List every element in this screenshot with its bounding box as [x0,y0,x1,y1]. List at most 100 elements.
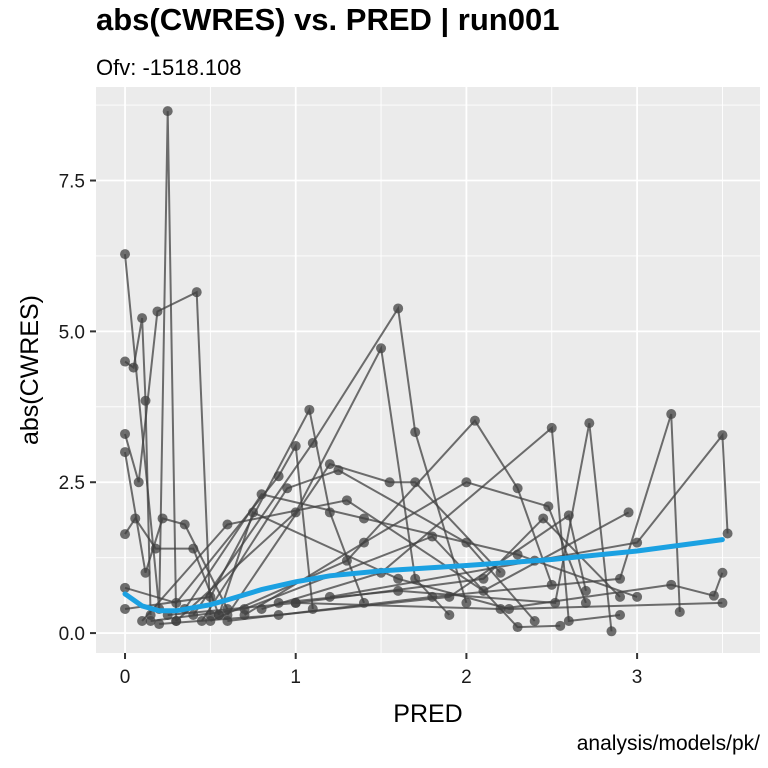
data-point [196,616,207,627]
data-point [120,447,131,458]
data-point [137,313,148,324]
data-point [717,430,728,441]
data-point [538,513,549,524]
data-point [563,616,574,627]
data-point [162,106,173,117]
data-point [273,597,284,608]
data-point [304,404,315,415]
data-point [410,573,421,584]
data-point [410,477,421,488]
data-point [188,609,199,620]
data-point [563,510,574,521]
data-point [171,597,182,608]
data-point [358,597,369,608]
data-point [717,597,728,608]
data-point [623,507,634,518]
data-point [273,471,284,482]
data-point [290,597,301,608]
y-axis-title: abs(CWRES) [16,295,44,445]
data-point [580,597,591,608]
data-point [150,543,161,554]
data-point [358,537,369,548]
data-point [376,343,387,354]
data-point [290,441,301,452]
data-point [307,603,318,614]
data-point [120,603,131,614]
data-point [393,573,404,584]
y-tick-label: 0.0 [59,624,85,645]
data-point [188,543,199,554]
data-point [461,597,472,608]
axes: 0 1 2 3 0.0 2.5 5.0 7.5 [59,172,643,688]
data-point [495,567,506,578]
data-point [546,422,557,433]
data-point [273,609,284,620]
data-point [504,603,515,614]
x-tick-label: 1 [290,667,301,688]
data-point [130,513,141,524]
y-tick-label: 7.5 [59,172,85,193]
data-point [717,567,728,578]
data-point [282,483,293,494]
data-point [179,519,190,530]
data-point [324,591,335,602]
data-point [606,626,617,637]
data-point [512,549,523,560]
data-point [722,528,733,539]
subject-line [124,111,178,622]
data-point [666,409,677,420]
data-point [157,513,168,524]
data-point [444,609,455,620]
data-point [512,483,523,494]
data-point [666,579,677,590]
data-point [256,489,267,500]
data-point [239,603,250,614]
x-tick-label: 0 [120,667,131,688]
data-point [495,603,506,614]
smooth-line [122,537,725,614]
data-point [674,606,685,617]
data-point [584,418,595,429]
data-point [120,356,131,367]
x-tick-label: 3 [632,667,643,688]
data-point [543,501,554,512]
data-point [512,622,523,633]
data-point [140,395,151,406]
data-point [137,616,148,627]
data-point [615,591,626,602]
data-point [120,529,131,540]
data-point [410,427,421,438]
data-point [529,616,540,627]
data-point [140,567,151,578]
data-point [213,609,224,620]
data-point [615,609,626,620]
data-point [427,591,438,602]
data-point [256,603,267,614]
data-point [384,477,395,488]
data-point [333,465,344,476]
data-point [307,438,318,449]
data-point [615,573,626,584]
x-axis-title: PRED [393,700,462,728]
chart-title: abs(CWRES) vs. PRED | run001 [96,2,560,37]
data-point [427,531,438,542]
data-point [120,428,131,439]
data-point [393,303,404,314]
data-point [708,590,719,601]
data-point [120,249,131,260]
y-tick-label: 2.5 [59,473,85,494]
data-point [341,555,352,566]
data-point [133,477,144,488]
data-point [222,519,233,530]
data-point [393,585,404,596]
data-point [461,537,472,548]
data-point [555,620,566,631]
data-point [461,477,472,488]
data-point [191,287,202,298]
data-point [171,616,182,627]
chart-subtitle: Ofv: -1518.108 [96,55,242,80]
data-point [152,306,163,317]
data-point [550,597,561,608]
data-point [324,459,335,470]
data-point [145,616,156,627]
